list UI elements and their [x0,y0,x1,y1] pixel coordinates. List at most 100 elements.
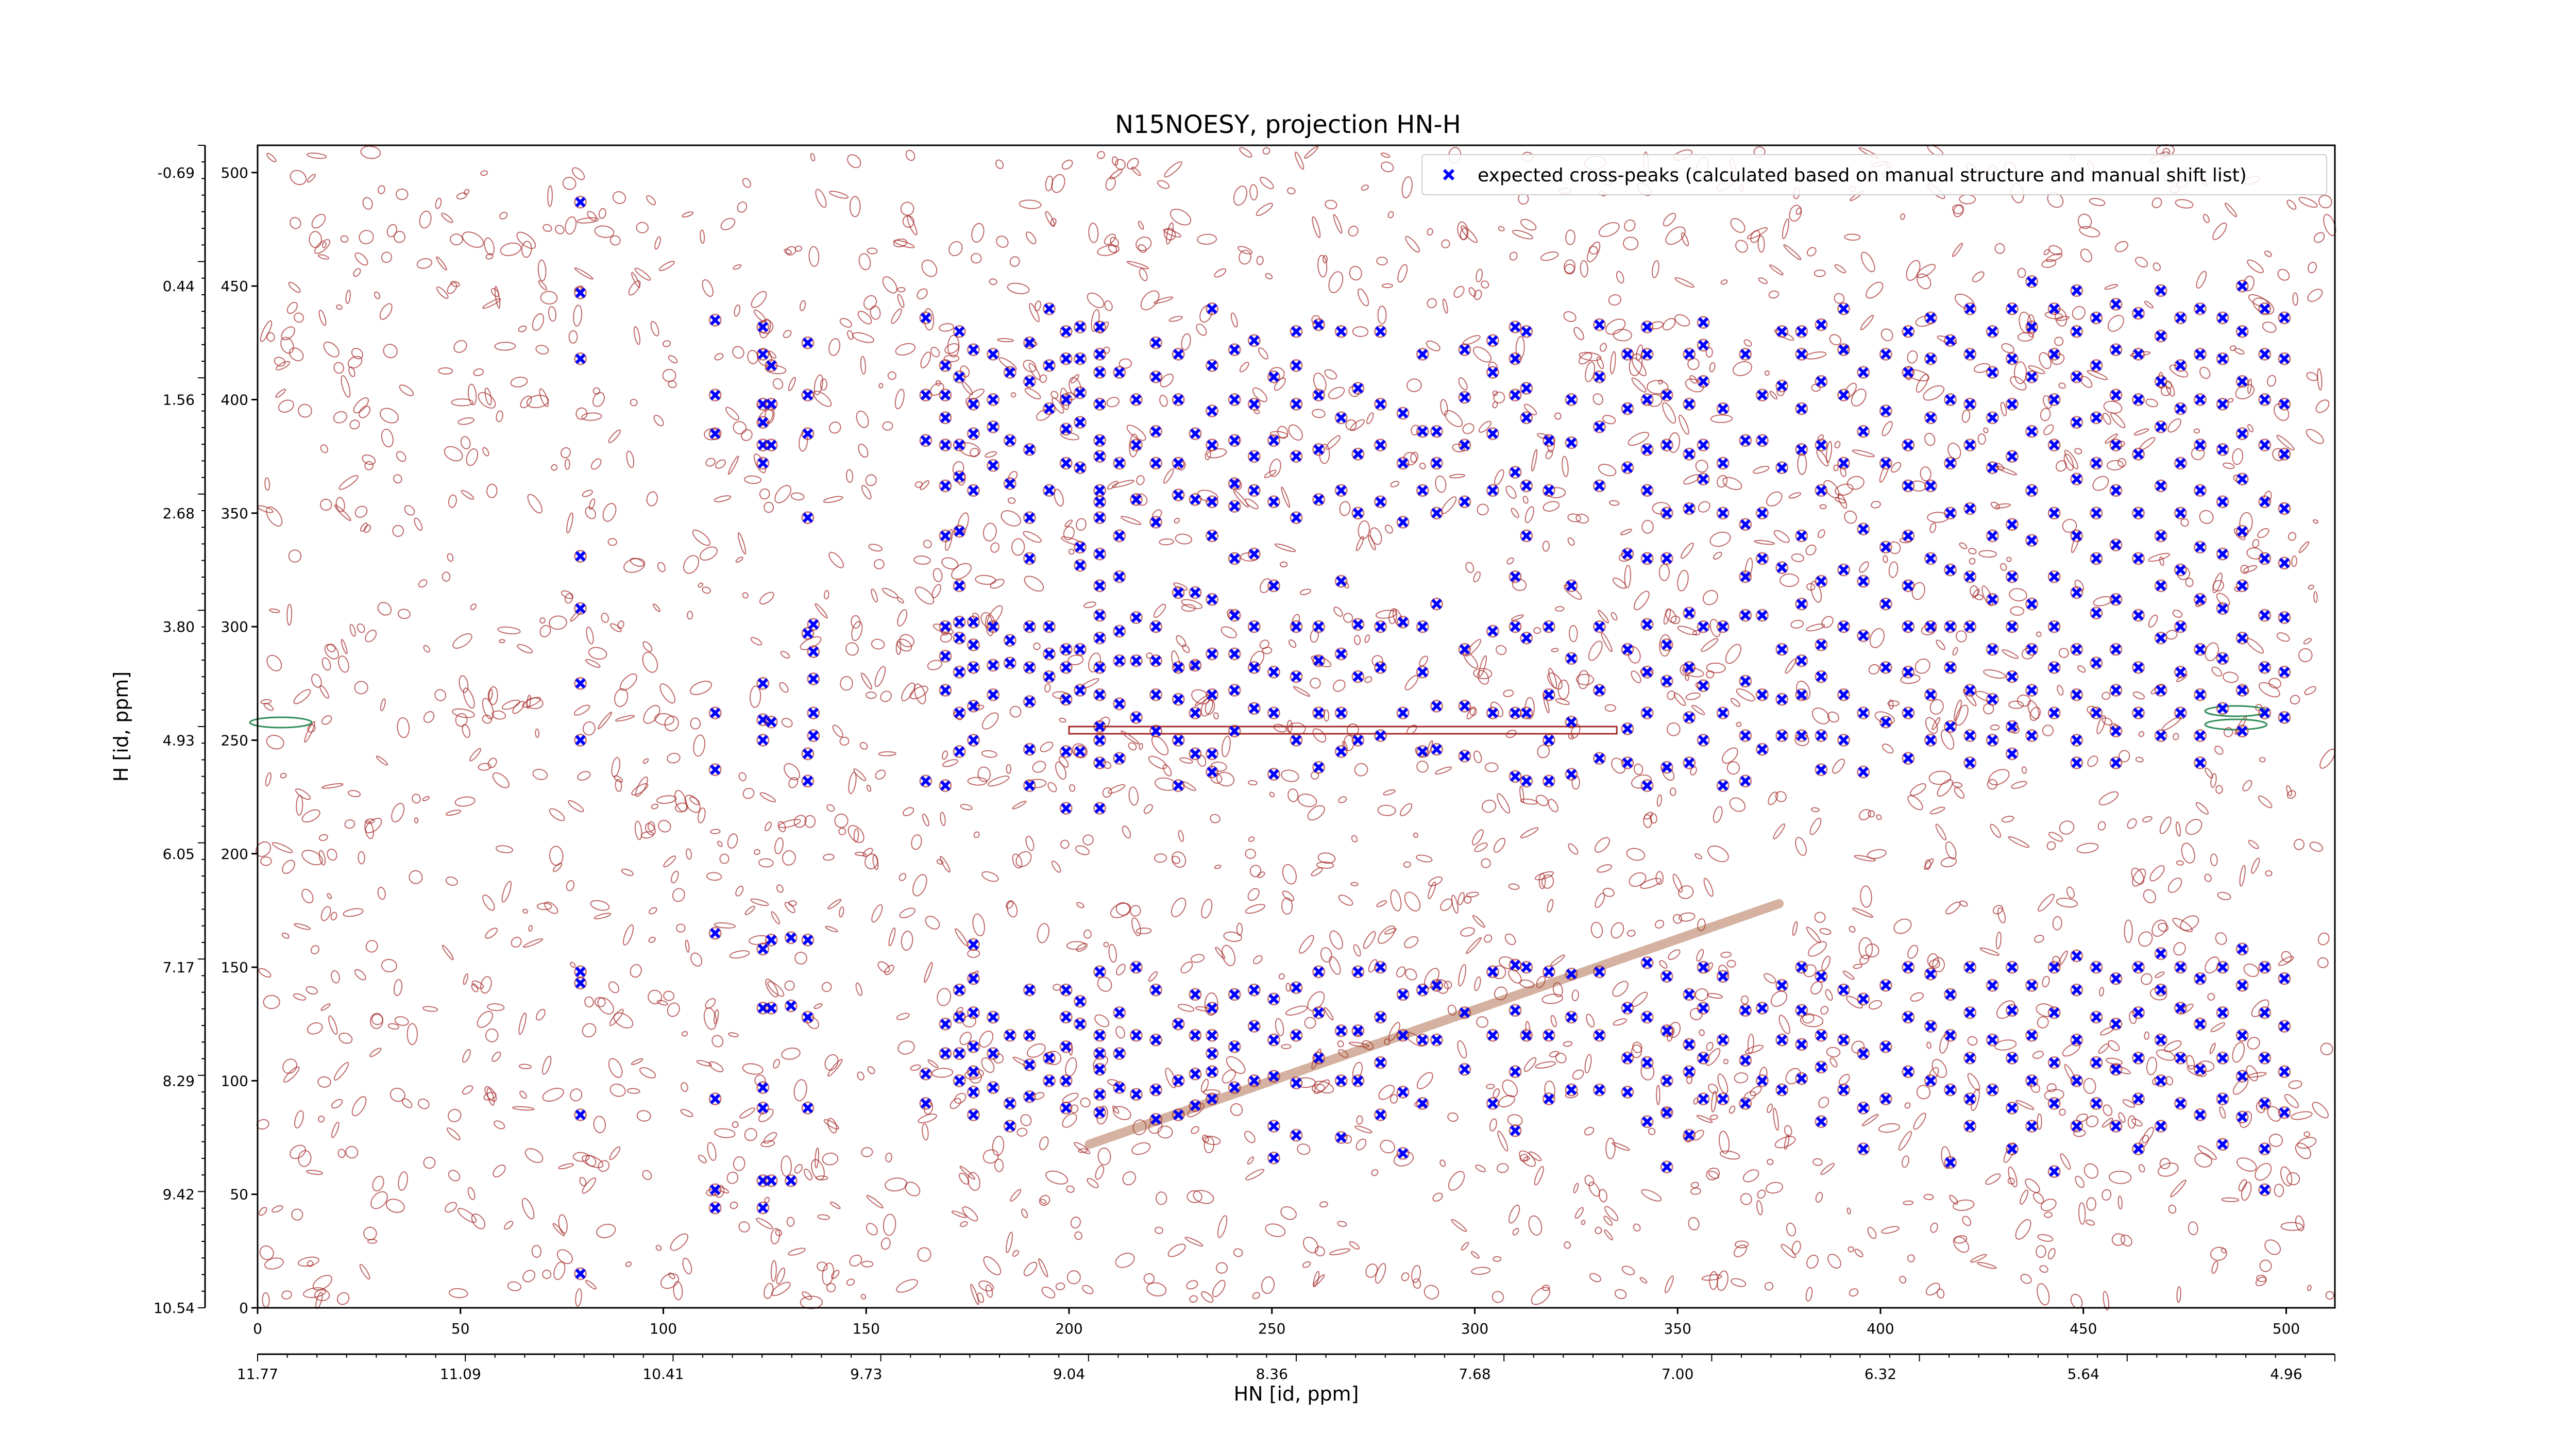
noise-contour [2293,838,2305,850]
noise-contour [1994,1039,2017,1051]
noise-contour [1215,947,1226,959]
noise-contour [1662,402,1676,424]
noise-contour [1547,672,1563,690]
noise-contour [1016,1127,1028,1137]
noise-contour [2076,843,2099,854]
noise-contour [582,721,596,736]
noise-contour [2303,637,2312,645]
noise-contour [2001,343,2014,353]
noise-contour [1613,1018,1628,1026]
noise-contour [814,1003,823,1009]
noise-contour [1051,861,1061,873]
noise-contour [2030,1083,2040,1093]
noise-contour [496,410,503,423]
noise-contour [1447,1112,1459,1122]
noise-contour [1740,1193,1752,1205]
noise-contour [1132,1119,1147,1135]
noise-contour [826,804,835,812]
noise-contour [2021,766,2027,774]
noise-contour [1087,1178,1099,1188]
noise-contour [950,1098,961,1109]
noise-contour [1706,993,1723,999]
noise-contour [857,1071,865,1081]
noise-contour [455,713,468,727]
noise-contour [1082,834,1094,846]
y-ppm-tick-label: 9.42 [163,1186,195,1203]
noise-contour [1814,269,1826,277]
noise-contour [370,1013,383,1029]
noise-contour [1520,827,1539,838]
noise-contour [521,241,532,258]
noise-contour [628,280,641,296]
noise-contour [294,923,311,930]
noise-contour [548,306,557,322]
noise-contour [1708,1084,1719,1094]
noise-contour [1060,839,1070,849]
noise-contour [283,1066,300,1083]
noise-contour [343,908,364,917]
noise-contour [1024,576,1044,592]
noise-contour [1860,315,1874,330]
noise-contour [2303,1131,2311,1137]
noise-contour [1995,931,2002,950]
noise-contour [607,538,617,546]
x-index-tick-label: 500 [2273,1320,2300,1337]
noise-contour [1706,1167,1720,1181]
noise-contour [2046,1083,2057,1092]
noise-contour [594,913,612,920]
x-ppm-tick-label: 11.77 [237,1366,278,1383]
noise-contour [1923,1193,1934,1201]
noise-contour [593,1116,606,1134]
noise-contour [1709,618,1721,637]
noise-contour [494,285,501,309]
noise-contour [770,1228,781,1244]
noise-contour [1172,855,1181,864]
noise-contour [729,950,750,959]
noise-contour [1159,538,1174,546]
noise-contour [925,916,940,930]
noise-contour [457,417,474,425]
noise-contour [664,715,679,732]
noise-contour [982,523,997,542]
noise-contour [2235,384,2255,399]
noise-contour [1832,759,1845,774]
noise-contour [260,856,272,866]
noise-contour [2209,1042,2216,1054]
noise-contour [2247,378,2252,394]
noise-contour [855,982,862,996]
x-ppm-tick-label: 7.68 [1459,1366,1490,1383]
noise-contour [990,542,999,553]
noise-contour [2142,1126,2154,1143]
noise-contour [901,682,916,701]
noise-contour [1444,410,1463,427]
noise-contour [2176,673,2188,682]
noise-contour [2325,1291,2334,1300]
noise-contour [2210,1246,2227,1261]
noise-contour [435,197,442,209]
noise-contour [2194,1152,2212,1168]
noise-contour [347,790,361,798]
noise-contour [1006,764,1011,774]
noise-contour [781,718,793,728]
noise-contour [1844,510,1857,524]
noise-contour [1148,755,1167,769]
noise-contour [715,459,726,469]
noise-contour [1927,953,1939,968]
noise-contour [1253,409,1260,414]
noise-contour [1410,451,1418,463]
x-ppm-tick-label: 6.32 [1865,1366,1896,1383]
noise-contour [2243,565,2258,573]
noise-contour [2307,1285,2312,1291]
noise-contour [609,235,621,246]
noise-contour [450,233,463,246]
noise-contour [2197,1145,2217,1160]
noise-contour [452,633,472,649]
noise-contour [272,842,293,853]
noise-contour [1685,692,1701,700]
noise-contour [1631,670,1641,683]
noise-contour [1261,1276,1275,1294]
noise-contour [1693,1098,1699,1105]
noise-contour [1223,931,1242,942]
y-ppm-tick-label: 7.17 [163,959,195,976]
noise-contour [341,375,351,398]
